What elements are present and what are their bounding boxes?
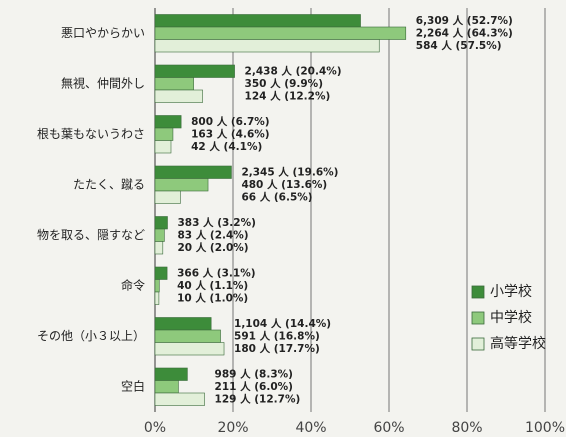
bar — [154, 89, 203, 103]
value-label: 42 人 (4.1%) — [191, 140, 262, 153]
value-label: 180 人 (17.7%) — [234, 342, 320, 355]
legend-label: 小学校 — [490, 283, 532, 300]
bar — [154, 26, 407, 40]
value-label: 383 人 (3.2%) — [177, 216, 255, 229]
category-label: たたく、蹴る — [73, 177, 145, 191]
bar — [154, 329, 221, 343]
bar — [154, 178, 209, 192]
bar — [154, 380, 179, 394]
category-label: 物を取る、隠すなど — [37, 228, 145, 242]
value-label: 20 人 (2.0%) — [177, 241, 248, 254]
x-tick-label: 0% — [144, 420, 166, 436]
bar — [154, 165, 232, 179]
category-label: 空白 — [121, 378, 145, 393]
legend-label: 中学校 — [490, 309, 532, 326]
bar — [154, 279, 160, 293]
legend-swatch — [471, 285, 485, 299]
x-tick-label: 20% — [217, 420, 248, 436]
bar — [154, 266, 168, 280]
value-label: 1,104 人 (14.4%) — [234, 317, 331, 330]
category-label: 無視、仲間外し — [61, 75, 145, 90]
category-label: その他（小３以上） — [37, 329, 145, 343]
value-label: 989 人 (8.3%) — [215, 367, 293, 380]
x-tick-label: 40% — [295, 420, 326, 436]
value-label: 163 人 (4.6%) — [191, 127, 269, 140]
bar — [154, 317, 212, 331]
bar — [154, 392, 205, 406]
value-label: 2,438 人 (20.4%) — [245, 64, 342, 77]
value-label: 129 人 (12.7%) — [215, 392, 301, 405]
value-label: 366 人 (3.1%) — [177, 266, 255, 279]
bar — [154, 342, 225, 356]
bar — [154, 140, 172, 154]
value-label: 584 人 (57.5%) — [416, 39, 502, 52]
value-label: 2,264 人 (64.3%) — [416, 26, 513, 39]
x-tick-label: 60% — [373, 420, 404, 436]
bar — [154, 39, 380, 53]
bar — [154, 115, 182, 129]
bar — [154, 291, 160, 305]
bar — [154, 77, 194, 91]
value-label: 83 人 (2.4%) — [177, 228, 248, 241]
legend-swatch — [471, 337, 485, 351]
value-label: 124 人 (12.2%) — [245, 89, 331, 102]
bar — [154, 241, 164, 255]
value-label: 591 人 (16.8%) — [234, 329, 320, 342]
legend-label: 高等学校 — [490, 335, 546, 352]
value-label: 66 人 (6.5%) — [241, 190, 312, 203]
legend-swatch — [471, 311, 485, 325]
value-label: 6,309 人 (52.7%) — [416, 14, 513, 27]
x-tick-label: 100% — [525, 420, 565, 436]
category-label: 悪口やからかい — [61, 26, 145, 40]
category-label: 命令 — [121, 277, 145, 292]
value-label: 800 人 (6.7%) — [191, 115, 269, 128]
bar — [154, 216, 168, 230]
bar — [154, 190, 181, 204]
value-label: 40 人 (1.1%) — [177, 279, 248, 292]
value-label: 10 人 (1.0%) — [177, 291, 248, 304]
x-tick-label: 80% — [451, 420, 482, 436]
value-label: 211 人 (6.0%) — [215, 380, 293, 393]
value-label: 480 人 (13.6%) — [241, 178, 327, 191]
bar — [154, 367, 188, 381]
bar — [154, 127, 174, 141]
bar — [154, 14, 361, 28]
value-label: 2,345 人 (19.6%) — [241, 165, 338, 178]
bar — [154, 228, 165, 242]
bar — [154, 64, 235, 78]
category-label: 根も葉もないうわさ — [37, 127, 145, 141]
value-label: 350 人 (9.9%) — [245, 77, 323, 90]
